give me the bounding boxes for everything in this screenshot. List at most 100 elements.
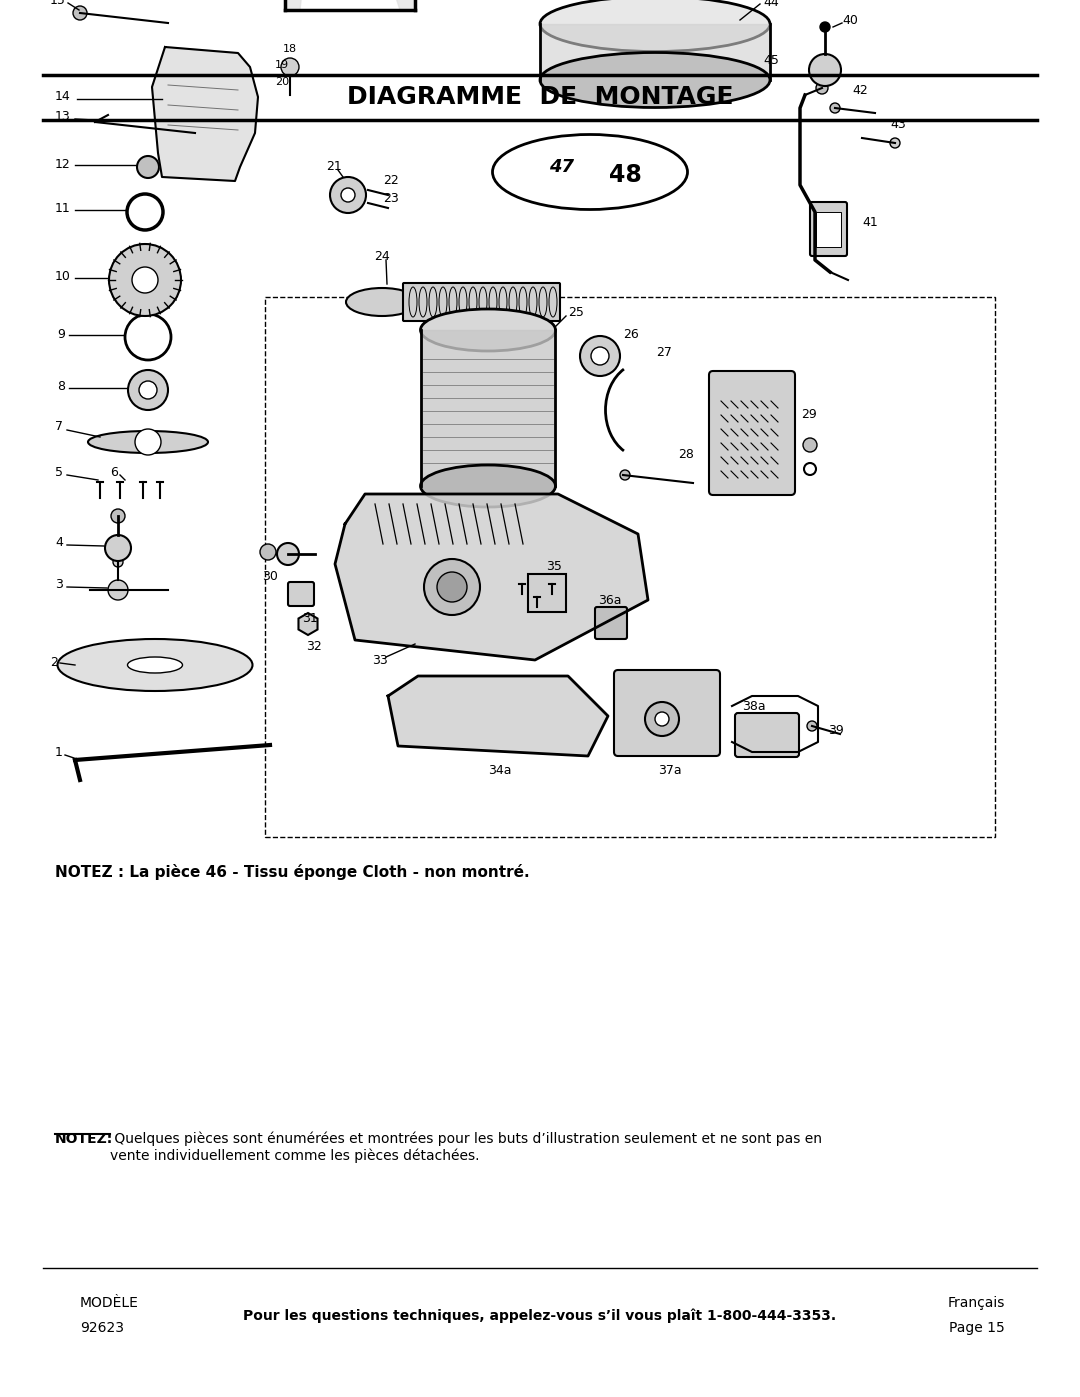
Text: 22: 22 bbox=[383, 173, 399, 187]
Text: 32: 32 bbox=[306, 640, 322, 652]
FancyBboxPatch shape bbox=[595, 608, 627, 638]
Polygon shape bbox=[540, 24, 770, 80]
Ellipse shape bbox=[540, 0, 770, 52]
Text: 10: 10 bbox=[55, 271, 71, 284]
Text: 18: 18 bbox=[283, 43, 297, 54]
Text: 4: 4 bbox=[55, 536, 63, 549]
FancyBboxPatch shape bbox=[810, 203, 847, 256]
Text: 13: 13 bbox=[55, 110, 71, 123]
FancyBboxPatch shape bbox=[288, 583, 314, 606]
Circle shape bbox=[108, 580, 129, 599]
Circle shape bbox=[807, 721, 816, 731]
FancyBboxPatch shape bbox=[615, 671, 720, 756]
Circle shape bbox=[113, 557, 123, 567]
Circle shape bbox=[831, 103, 840, 113]
Circle shape bbox=[139, 381, 157, 400]
Text: 39: 39 bbox=[828, 724, 843, 736]
Circle shape bbox=[816, 82, 828, 94]
Text: Quelques pièces sont énumérées et montrées pour les buts d’illustration seulemen: Quelques pièces sont énumérées et montré… bbox=[110, 1132, 822, 1164]
Circle shape bbox=[129, 370, 168, 409]
Circle shape bbox=[809, 54, 841, 87]
Text: 2: 2 bbox=[50, 655, 58, 669]
Circle shape bbox=[73, 6, 87, 20]
Text: 21: 21 bbox=[326, 161, 341, 173]
Text: 24: 24 bbox=[374, 250, 390, 264]
Text: 20: 20 bbox=[275, 77, 289, 87]
Text: 45: 45 bbox=[762, 53, 779, 67]
Ellipse shape bbox=[420, 465, 555, 507]
Circle shape bbox=[281, 59, 299, 75]
Circle shape bbox=[260, 543, 276, 560]
Circle shape bbox=[341, 189, 355, 203]
Ellipse shape bbox=[57, 638, 253, 692]
Circle shape bbox=[330, 177, 366, 212]
FancyBboxPatch shape bbox=[403, 284, 561, 321]
Text: 15: 15 bbox=[50, 0, 66, 7]
FancyBboxPatch shape bbox=[708, 372, 795, 495]
Circle shape bbox=[437, 571, 467, 602]
Text: MODÈLE: MODÈLE bbox=[80, 1296, 139, 1310]
Text: 44: 44 bbox=[762, 0, 779, 8]
Text: 42: 42 bbox=[852, 84, 867, 96]
Text: NOTEZ:: NOTEZ: bbox=[55, 1132, 113, 1146]
Polygon shape bbox=[388, 676, 608, 756]
Text: 14: 14 bbox=[55, 91, 71, 103]
Text: 25: 25 bbox=[568, 306, 584, 320]
Text: 48: 48 bbox=[608, 163, 642, 187]
Ellipse shape bbox=[540, 53, 770, 108]
Text: 26: 26 bbox=[623, 327, 638, 341]
Circle shape bbox=[111, 509, 125, 522]
Text: 47: 47 bbox=[550, 158, 575, 176]
Text: 5: 5 bbox=[55, 465, 63, 479]
Ellipse shape bbox=[346, 288, 418, 316]
Circle shape bbox=[132, 267, 158, 293]
Text: 29: 29 bbox=[801, 408, 816, 422]
Circle shape bbox=[135, 429, 161, 455]
Text: 12: 12 bbox=[55, 158, 71, 170]
Text: 30: 30 bbox=[262, 570, 278, 583]
Text: 41: 41 bbox=[862, 215, 878, 229]
Text: 3: 3 bbox=[55, 578, 63, 591]
Circle shape bbox=[820, 22, 831, 32]
Ellipse shape bbox=[87, 432, 208, 453]
Text: 1: 1 bbox=[55, 746, 63, 759]
Circle shape bbox=[804, 439, 816, 453]
Text: 7: 7 bbox=[55, 420, 63, 433]
Text: 27: 27 bbox=[656, 345, 672, 359]
Circle shape bbox=[424, 559, 480, 615]
Text: 28: 28 bbox=[678, 448, 693, 461]
Text: 6: 6 bbox=[110, 465, 118, 479]
Text: 36a: 36a bbox=[598, 594, 621, 606]
Polygon shape bbox=[421, 330, 555, 486]
Circle shape bbox=[890, 138, 900, 148]
Text: 33: 33 bbox=[372, 654, 388, 666]
Text: 37a: 37a bbox=[658, 764, 681, 777]
Text: 43: 43 bbox=[890, 117, 906, 130]
Text: Français: Français bbox=[947, 1296, 1005, 1310]
Text: 9: 9 bbox=[57, 327, 65, 341]
Circle shape bbox=[137, 156, 159, 177]
Polygon shape bbox=[152, 47, 258, 182]
Ellipse shape bbox=[420, 309, 555, 351]
FancyBboxPatch shape bbox=[528, 574, 566, 612]
Text: 8: 8 bbox=[57, 380, 65, 394]
Text: Page 15: Page 15 bbox=[949, 1322, 1005, 1336]
Text: 31: 31 bbox=[302, 612, 318, 626]
FancyBboxPatch shape bbox=[735, 712, 799, 757]
Circle shape bbox=[645, 703, 679, 736]
Text: 38a: 38a bbox=[742, 700, 766, 714]
Circle shape bbox=[620, 469, 630, 481]
Circle shape bbox=[105, 535, 131, 562]
Text: 35: 35 bbox=[546, 560, 562, 573]
FancyBboxPatch shape bbox=[816, 212, 841, 247]
Circle shape bbox=[591, 346, 609, 365]
Text: 19: 19 bbox=[275, 60, 289, 70]
Text: 40: 40 bbox=[842, 14, 858, 27]
Circle shape bbox=[580, 337, 620, 376]
Text: Pour les questions techniques, appelez-vous s’il vous plaît 1-800-444-3353.: Pour les questions techniques, appelez-v… bbox=[243, 1309, 837, 1323]
Text: 11: 11 bbox=[55, 203, 71, 215]
Ellipse shape bbox=[127, 657, 183, 673]
Polygon shape bbox=[335, 495, 648, 659]
Text: 92623: 92623 bbox=[80, 1322, 124, 1336]
Polygon shape bbox=[285, 0, 415, 10]
